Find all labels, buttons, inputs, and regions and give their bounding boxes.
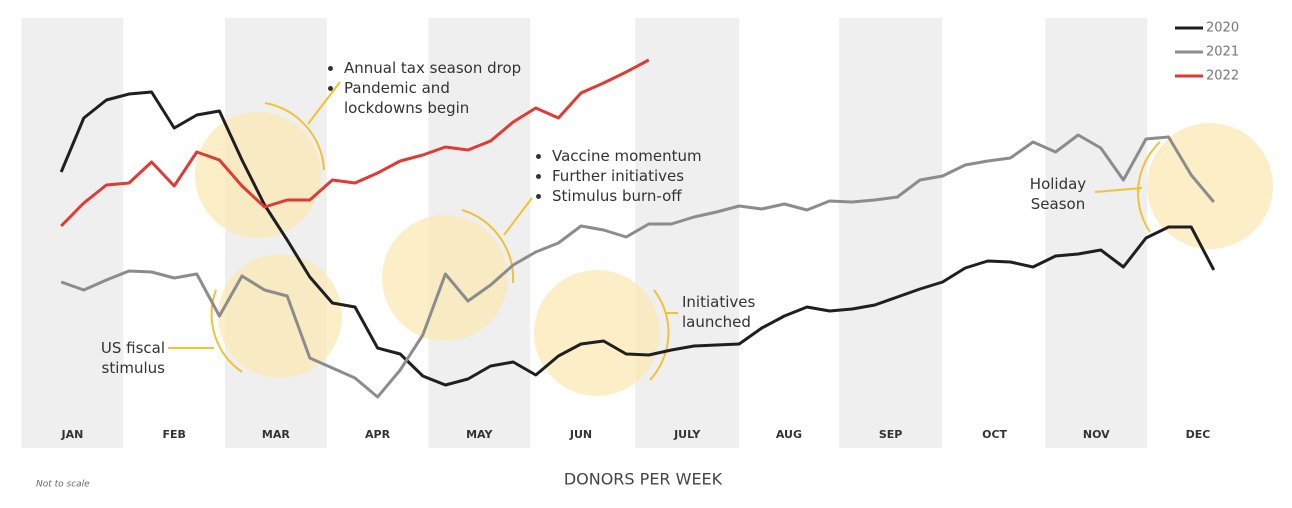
annotation-item: Stimulus burn-off <box>552 186 770 206</box>
x-tick-label: FEB <box>162 428 185 441</box>
annotation: Annual tax season drop Pandemic and lock… <box>322 58 582 118</box>
highlight-circle <box>218 254 342 378</box>
month-band <box>1045 18 1148 448</box>
annotation: US fiscal stimulus <box>100 339 165 377</box>
legend-label: 2020 <box>1206 21 1239 36</box>
highlight-circle <box>534 270 660 396</box>
annotation-list: Annual tax season drop Pandemic and lock… <box>322 58 582 118</box>
annotation-list: Vaccine momentum Further initiatives Sti… <box>530 146 770 206</box>
highlight-circle <box>195 112 321 238</box>
x-tick-label: JUN <box>569 428 592 441</box>
month-band <box>635 18 740 448</box>
callout-arc <box>1137 141 1161 233</box>
callout-line <box>503 197 533 236</box>
x-tick-label: MAR <box>262 428 290 441</box>
annotation-item: Annual tax season drop <box>344 58 582 78</box>
callouts <box>168 81 1161 381</box>
note: Not to scale <box>36 480 90 490</box>
x-tick-label: MAY <box>466 428 493 441</box>
annotation: Vaccine momentum Further initiatives Sti… <box>530 146 770 206</box>
series-line <box>60 133 1215 399</box>
x-tick-label: NOV <box>1083 428 1110 441</box>
x-tick-label: DEC <box>1186 428 1211 441</box>
x-tick-label: JAN <box>61 428 84 441</box>
x-tick-label: SEP <box>879 428 903 441</box>
callout-arc <box>649 289 670 381</box>
callout-arc <box>264 102 325 171</box>
annotation-item: Further initiatives <box>552 166 770 186</box>
annotation: Initiatives launched <box>682 293 756 331</box>
highlight-circle <box>1147 123 1273 249</box>
x-tick-label: APR <box>365 428 391 441</box>
callout-arc <box>210 289 243 373</box>
callout-line <box>1094 187 1143 193</box>
legend-label: 2021 <box>1206 45 1239 60</box>
annotation-item: Pandemic and lockdowns begin <box>344 78 504 118</box>
month-band <box>839 18 943 448</box>
callout-arc <box>461 209 515 284</box>
month-band <box>21 18 124 448</box>
legend-label: 2022 <box>1206 69 1239 84</box>
x-axis-title: DONORS PER WEEK <box>564 470 723 489</box>
series-line <box>59 90 1216 387</box>
annotation-item: Vaccine momentum <box>552 146 770 166</box>
callout-line <box>307 81 341 125</box>
x-tick-label: JULY <box>673 428 701 441</box>
x-tick-label: AUG <box>776 428 802 441</box>
series-line <box>60 58 650 228</box>
annotation: Holiday Season <box>1029 175 1087 213</box>
x-tick-label: OCT <box>982 428 1007 441</box>
